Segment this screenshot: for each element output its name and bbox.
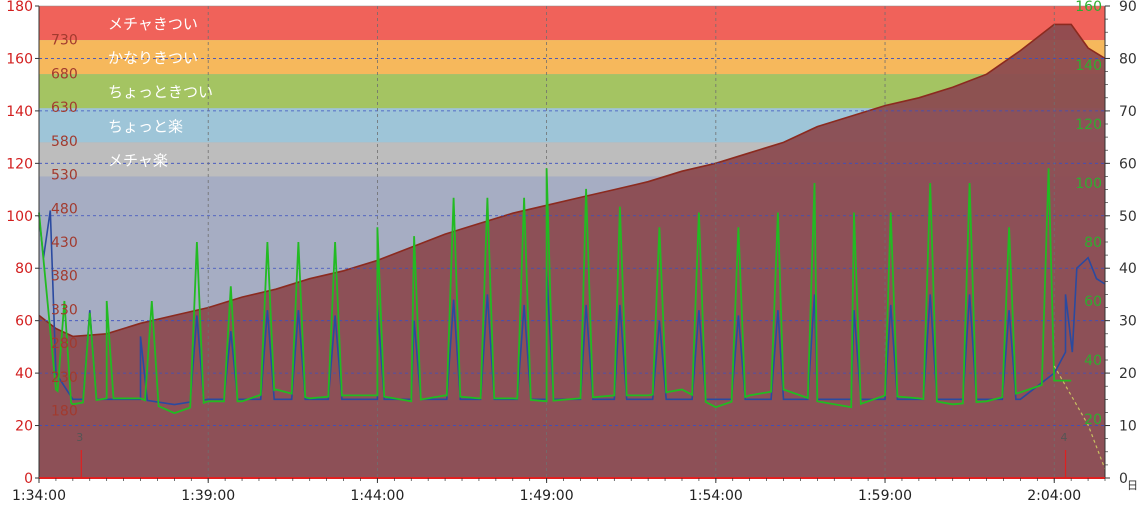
zone-band-0 bbox=[39, 6, 1105, 41]
zone-label-4: メチャ楽 bbox=[108, 151, 168, 169]
area-layer bbox=[38, 23, 1106, 479]
right2-tick-label-8: 80 bbox=[1119, 51, 1137, 67]
right2-tick-label-1: 10 bbox=[1119, 419, 1137, 435]
right1-tick-label-5: 120 bbox=[1075, 117, 1102, 133]
left-tick-label-5: 100 bbox=[6, 209, 33, 225]
x-tick-label-6: 2:04:00 bbox=[1027, 488, 1081, 504]
inner-tick-label-7: 530 bbox=[51, 168, 78, 184]
inner-tick-label-9: 630 bbox=[51, 100, 78, 116]
series-green-line bbox=[38, 168, 1072, 415]
inner-tick-label-3: 330 bbox=[51, 302, 78, 318]
area-fill bbox=[39, 24, 1105, 479]
zone-label-3: ちょっと楽 bbox=[108, 117, 183, 135]
x-tick-label-1: 1:39:00 bbox=[181, 488, 235, 504]
right2-tick-label-7: 70 bbox=[1119, 104, 1137, 120]
left-tick-label-8: 160 bbox=[6, 51, 33, 67]
inner-tick-label-10: 680 bbox=[51, 66, 78, 82]
right2-tick-label-3: 30 bbox=[1119, 314, 1137, 330]
x-tick-label-3: 1:49:00 bbox=[520, 488, 574, 504]
area-line bbox=[38, 23, 1106, 338]
right1-tick-label-2: 60 bbox=[1084, 294, 1102, 310]
x-tick-label-2: 1:44:00 bbox=[350, 488, 404, 504]
inner-tick-label-8: 580 bbox=[51, 134, 78, 150]
left-tick-label-7: 140 bbox=[6, 104, 33, 120]
right1-tick-label-4: 100 bbox=[1075, 176, 1102, 192]
left-tick-label-6: 120 bbox=[6, 156, 33, 172]
right2-tick-label-5: 50 bbox=[1119, 209, 1137, 225]
unit-label: 日 bbox=[1127, 479, 1137, 492]
x-tick-label-0: 1:34:00 bbox=[12, 488, 66, 504]
series-layer bbox=[38, 168, 1106, 470]
left-tick-label-1: 20 bbox=[15, 419, 33, 435]
inner-tick-label-1: 230 bbox=[51, 370, 78, 386]
x-tick-label-5: 1:59:00 bbox=[858, 488, 912, 504]
left-tick-label-3: 60 bbox=[15, 314, 33, 330]
right1-tick-label-0: 20 bbox=[1084, 412, 1102, 428]
inner-tick-label-11: 730 bbox=[51, 33, 78, 49]
zone-label-2: ちょっときつい bbox=[108, 83, 213, 101]
inner-tick-label-2: 280 bbox=[51, 336, 78, 352]
zone-label-0: メチャきつい bbox=[108, 15, 198, 33]
right1-tick-label-3: 80 bbox=[1084, 235, 1102, 251]
right2-tick-label-0: 0 bbox=[1119, 471, 1128, 487]
right2-tick-label-4: 40 bbox=[1119, 261, 1137, 277]
right2-tick-label-9: 90 bbox=[1119, 0, 1137, 15]
right2-tick-label-6: 60 bbox=[1119, 156, 1137, 172]
marker-label-1: 4 bbox=[1061, 431, 1068, 444]
right1-tick-label-6: 140 bbox=[1075, 58, 1102, 74]
axis-layer: 0 20 40 60 80 100 120 140 160 180 0 10 20 30 40 50 60 70 8… bbox=[6, 0, 1137, 504]
inner-tick-label-6: 480 bbox=[51, 201, 78, 217]
right1-tick-label-1: 40 bbox=[1084, 353, 1102, 369]
left-tick-label-0: 0 bbox=[24, 471, 33, 487]
left-tick-label-9: 180 bbox=[6, 0, 33, 15]
left-tick-label-2: 40 bbox=[15, 366, 33, 382]
left-tick-label-4: 80 bbox=[15, 261, 33, 277]
x-tick-label-4: 1:54:00 bbox=[689, 488, 743, 504]
series-dashed-line bbox=[1053, 365, 1106, 470]
inner-tick-label-4: 380 bbox=[51, 269, 78, 285]
marker-label-0: 3 bbox=[76, 431, 83, 444]
zone-label-1: かなりきつい bbox=[108, 49, 198, 67]
inner-tick-label-5: 430 bbox=[51, 235, 78, 251]
right2-tick-label-2: 20 bbox=[1119, 366, 1137, 382]
right1-tick-label-7: 160 bbox=[1075, 0, 1102, 15]
zone-band-1 bbox=[39, 40, 1105, 75]
inner-tick-label-0: 180 bbox=[51, 404, 78, 420]
